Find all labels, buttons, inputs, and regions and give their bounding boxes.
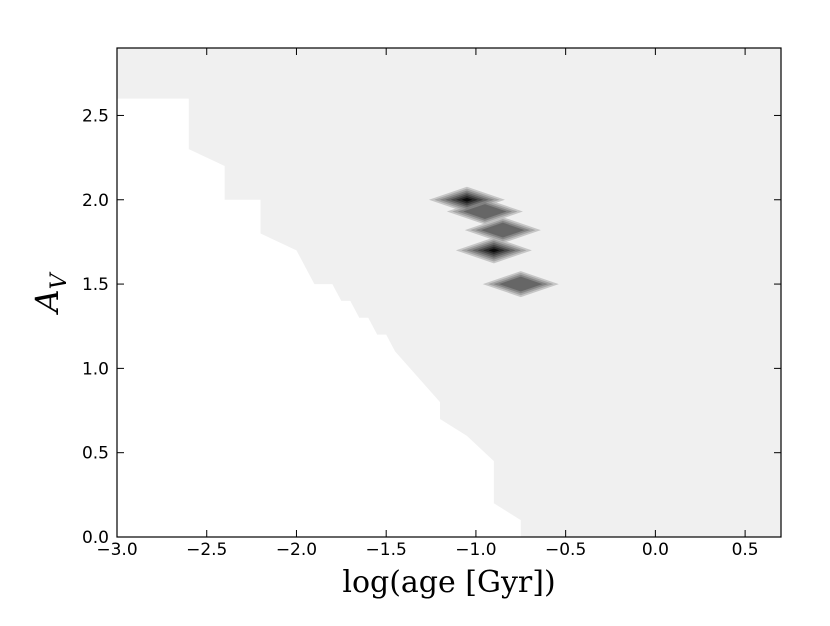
y-tick-label: 1.0 (82, 359, 109, 379)
y-tick-label: 1.5 (82, 275, 109, 295)
x-tick-label: −2.0 (276, 540, 317, 560)
x-tick-label: −0.5 (545, 540, 586, 560)
x-axis-label: log(age [Gyr]) (342, 565, 555, 600)
contour-level (463, 204, 507, 219)
x-tick-label: −1.5 (366, 540, 407, 560)
x-tick-label: −3.0 (96, 540, 137, 560)
y-axis-label-sub: V (47, 271, 72, 289)
x-tick-label: −2.5 (186, 540, 227, 560)
contour-level (481, 222, 525, 238)
x-tick-label: 0.0 (642, 540, 669, 560)
y-tick-label: 2.0 (82, 191, 109, 211)
contour-level (499, 276, 543, 292)
plot-frame (116, 47, 782, 538)
y-tick-label: 0.5 (82, 444, 109, 464)
x-tick-label: −1.0 (455, 540, 496, 560)
y-axis-label-main: A (28, 289, 66, 315)
contour-level (461, 197, 473, 202)
y-tick-label: 2.5 (82, 106, 109, 126)
x-tick-label: 0.5 (732, 540, 759, 560)
y-axis-label: AV (28, 271, 72, 315)
region (117, 48, 781, 537)
contour-level (488, 248, 500, 253)
y-tick-label: 0.0 (82, 528, 109, 548)
